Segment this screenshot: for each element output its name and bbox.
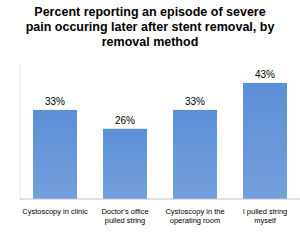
bar: [243, 83, 287, 199]
category-label: Doctor's officepulled string: [101, 207, 148, 225]
y-axis-line: [20, 64, 21, 199]
bar: [103, 129, 147, 199]
chart-container: Percent reporting an episode of severepa…: [0, 0, 300, 241]
bar: [33, 110, 77, 199]
x-axis-line: [20, 199, 300, 200]
category-label: Cystoscopy in theoperating room: [165, 207, 224, 225]
data-label: 26%: [115, 115, 135, 126]
bar: [173, 110, 217, 199]
category-label: I pulled stringmyself: [243, 207, 288, 225]
category-label: Cystoscopy in clinic: [22, 207, 88, 216]
data-label: 33%: [45, 96, 65, 107]
title: Percent reporting an episode of severepa…: [26, 5, 275, 49]
data-label: 43%: [255, 69, 275, 80]
bars: [33, 83, 287, 199]
data-label: 33%: [185, 96, 205, 107]
chart-svg: Percent reporting an episode of severepa…: [0, 0, 300, 241]
